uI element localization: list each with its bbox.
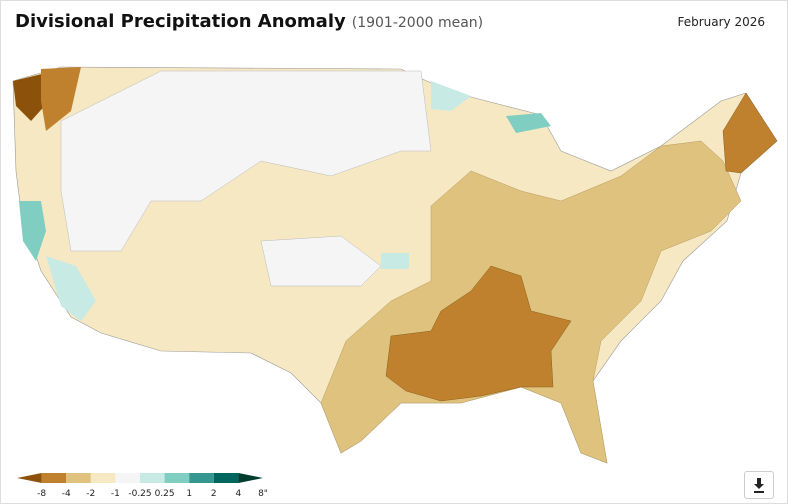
legend-label: 2 (211, 489, 217, 499)
legend-label: -1 (111, 489, 120, 499)
legend: -8 -4 -2 -1 -0.25 0.25 1 2 4 8" (17, 473, 268, 499)
legend-swatch (115, 473, 140, 483)
legend-label: 0.25 (155, 489, 175, 499)
legend-swatch (189, 473, 214, 483)
washington-dry (41, 67, 81, 131)
download-button[interactable] (744, 471, 774, 499)
legend-label: -0.25 (128, 489, 151, 499)
california-wet (19, 201, 46, 261)
dry-northwest-region (60, 70, 432, 252)
california-inland-wet (46, 256, 96, 321)
legend-swatch (66, 473, 91, 483)
legend-swatch (238, 473, 263, 483)
title: Divisional Precipitation Anomaly (1901-20… (15, 11, 483, 32)
legend-label: 4 (236, 489, 242, 499)
legend-swatch (140, 473, 165, 483)
date: February 2026 (677, 15, 765, 29)
legend-label: 8" (258, 489, 268, 499)
legend-swatch (17, 473, 42, 483)
legend-label: -8 (37, 489, 46, 499)
southeast-dry-region (385, 265, 572, 402)
legend-swatch (90, 473, 116, 483)
download-icon (754, 478, 764, 493)
maine-dry-region (722, 92, 778, 174)
kansas-wet (381, 253, 409, 269)
wet-plains-region (260, 235, 382, 287)
legend-label: 1 (186, 489, 192, 499)
minnesota-wet (431, 81, 471, 111)
legend-label: -4 (62, 489, 71, 499)
michigan-wet (506, 113, 551, 133)
legend-swatch (164, 473, 190, 483)
legend-label: -2 (86, 489, 95, 499)
pacific-northwest-dry (13, 73, 49, 121)
legend-swatch (213, 473, 239, 483)
subtitle: (1901-2000 mean) (351, 15, 484, 31)
title-text: Divisional Precipitation Anomaly (15, 11, 346, 32)
legend-swatch (41, 473, 67, 483)
